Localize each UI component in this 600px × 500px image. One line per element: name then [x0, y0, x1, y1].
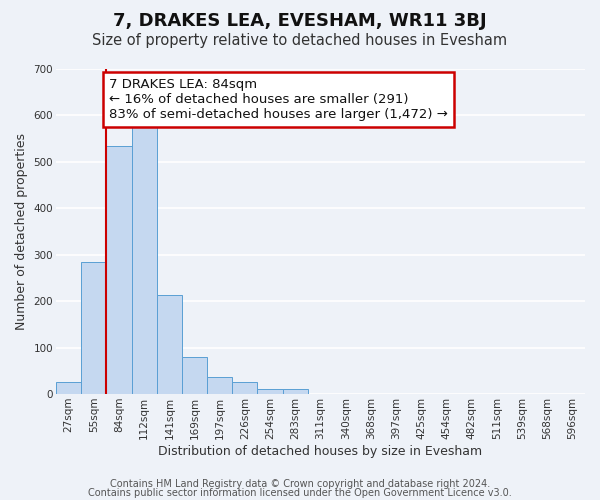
Text: Size of property relative to detached houses in Evesham: Size of property relative to detached ho… [92, 32, 508, 48]
Bar [131, 120, 157, 394]
Bar [56, 382, 81, 394]
Bar [182, 357, 207, 394]
Text: 7, DRAKES LEA, EVESHAM, WR11 3BJ: 7, DRAKES LEA, EVESHAM, WR11 3BJ [113, 12, 487, 30]
Y-axis label: Number of detached properties: Number of detached properties [15, 133, 28, 330]
Bar [207, 377, 232, 394]
X-axis label: Distribution of detached houses by size in Evesham: Distribution of detached houses by size … [158, 444, 482, 458]
Text: 7 DRAKES LEA: 84sqm
← 16% of detached houses are smaller (291)
83% of semi-detac: 7 DRAKES LEA: 84sqm ← 16% of detached ho… [109, 78, 448, 122]
Bar [283, 390, 308, 394]
Text: Contains public sector information licensed under the Open Government Licence v3: Contains public sector information licen… [88, 488, 512, 498]
Bar [81, 262, 106, 394]
Bar [257, 390, 283, 394]
Bar [232, 382, 257, 394]
Text: Contains HM Land Registry data © Crown copyright and database right 2024.: Contains HM Land Registry data © Crown c… [110, 479, 490, 489]
Bar [106, 146, 131, 394]
Bar [157, 295, 182, 394]
